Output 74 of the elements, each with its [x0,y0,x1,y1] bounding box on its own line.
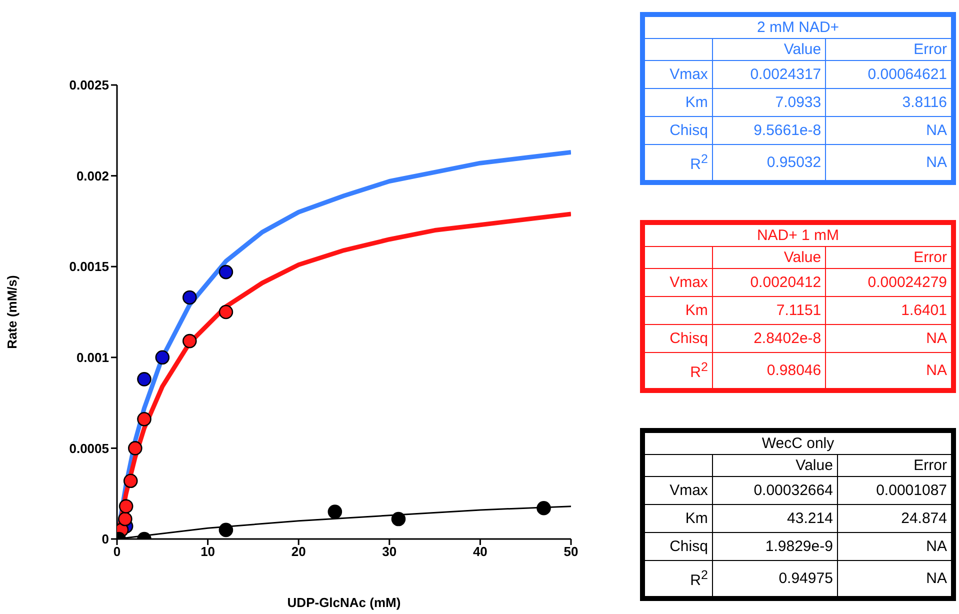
text: 24.874 [901,510,947,527]
y-tick-label: 0.001 [76,350,109,366]
text: 0.98046 [766,362,822,379]
category-label: Chisq [670,330,708,347]
point [182,334,197,348]
text: 2.8402e-8 [754,330,822,347]
x-tick-label: 50 [564,544,578,560]
point [328,504,342,519]
point [137,372,152,386]
category-label: Km [685,510,708,527]
y-tick-label: 0 [102,532,109,547]
category-label: Vmax [670,274,708,291]
text: 0.00032664 [754,482,833,499]
x-tick-label: 30 [382,544,397,560]
text: 0.0024317 [750,66,822,83]
text: NA [926,570,947,587]
text: 3.8116 [902,94,947,111]
point [218,522,234,538]
text: 0.00024279 [868,274,947,291]
point [123,474,138,488]
category-label: R$^{2}$ [690,360,708,381]
text: NA [926,330,947,347]
text: NA [926,154,947,171]
category-label: Chisq [670,122,708,139]
y-tick-label: 0.0015 [69,259,109,274]
category-label: Error [826,246,954,268]
text: 1.6401 [901,302,947,319]
point [155,350,170,365]
category-label: Error [837,454,954,476]
point [118,499,134,514]
y-tick-label: 0.002 [76,168,109,184]
category-label: Km [685,302,708,319]
text: WecC only [642,430,954,454]
text: 0.0020412 [750,274,822,291]
text: NA [926,538,947,555]
category-label: Value [712,454,838,476]
text: NA [926,122,947,139]
text: 0.0001087 [876,482,947,499]
text: 43.214 [787,510,833,527]
x-axis-title: UDP-GlcNAc (mM) [287,595,401,610]
category-label: Vmax [670,66,708,83]
point [536,500,551,516]
text: 2 mM NAD+ [642,14,954,38]
text: 0.00064621 [868,66,947,83]
category-label: Value [712,246,826,268]
y-tick-label: 0.0025 [69,78,109,93]
text: NA [926,362,947,379]
category-label: Value [712,38,826,60]
text: 1.9829e-9 [765,538,833,555]
y-tick-label: 0.0005 [69,440,109,456]
x-tick-label: 0 [113,544,121,560]
text: 7.0933 [775,94,822,111]
text: 9.5661e-8 [754,122,822,139]
text: NAD+ 1 mM [642,222,954,246]
x-tick-label: 10 [200,544,216,560]
category-label: Km [685,94,708,111]
text: 0.95032 [766,154,822,171]
category-label: Error [826,38,954,60]
point [137,412,152,426]
point [391,512,406,526]
text: 7.1151 [776,302,822,319]
point [218,304,234,320]
x-tick-label: 20 [291,544,306,560]
x-tick-label: 40 [472,544,488,560]
category-label: Chisq [670,538,708,555]
text: 0.94975 [778,570,833,587]
point [218,264,234,280]
y-axis-title: Rate (mM/s) [4,275,20,349]
category-label: Vmax [670,482,708,499]
category-label: R$^{2}$ [690,568,708,589]
point [118,512,132,526]
point [182,290,197,305]
point [128,441,142,456]
category-label: R$^{2}$ [690,152,708,173]
